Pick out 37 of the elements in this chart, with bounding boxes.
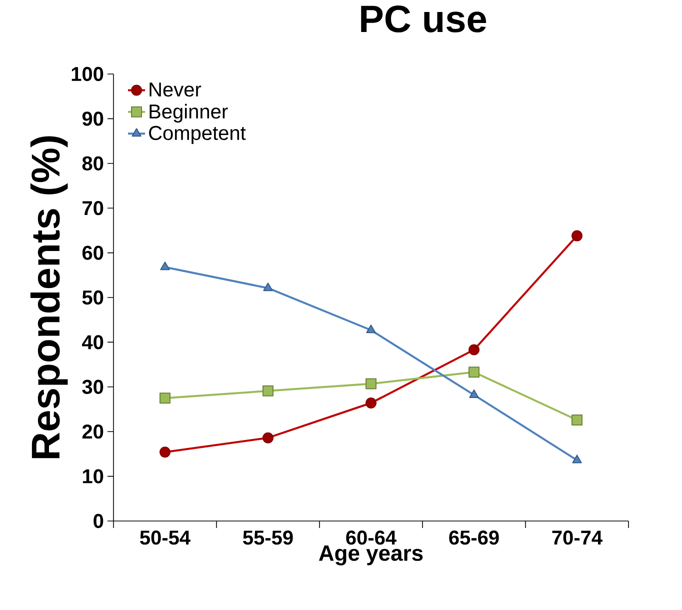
y-tick-label: 60 bbox=[82, 246, 104, 260]
point bbox=[572, 414, 583, 426]
point bbox=[572, 230, 583, 242]
point bbox=[160, 446, 171, 458]
y-tick-label: 100 bbox=[72, 66, 104, 82]
x-axis-title: Age years bbox=[318, 546, 423, 566]
point bbox=[469, 389, 479, 398]
x-tick-label: 50-54 bbox=[140, 530, 190, 545]
point bbox=[468, 344, 480, 356]
legend-label: Competent bbox=[149, 126, 246, 144]
y-tick-label: 90 bbox=[82, 112, 104, 126]
x-tick-label: 60-64 bbox=[346, 530, 396, 545]
y-tick-label: 70 bbox=[82, 201, 104, 216]
x-tick-label: 65-69 bbox=[449, 530, 499, 545]
legend-label: Beginner bbox=[150, 104, 228, 123]
y-tick-label: 40 bbox=[82, 335, 104, 350]
y-axis-title: Respondents (%) bbox=[30, 136, 68, 458]
y-tick-label: 20 bbox=[82, 424, 104, 439]
y-tick-label: 50 bbox=[82, 290, 104, 305]
y-tick-label: 0 bbox=[94, 514, 104, 528]
y-tick-label: 80 bbox=[82, 156, 104, 170]
point bbox=[366, 378, 377, 390]
point bbox=[366, 397, 377, 408]
point bbox=[468, 366, 480, 378]
y-tick-label: 10 bbox=[82, 469, 104, 484]
point bbox=[262, 432, 274, 444]
point bbox=[263, 282, 273, 292]
x-tick-label: 55-59 bbox=[243, 530, 293, 545]
y-tick-label: 30 bbox=[82, 380, 104, 394]
point bbox=[160, 392, 171, 404]
point bbox=[262, 385, 274, 396]
legend-label: Never bbox=[150, 82, 202, 97]
point bbox=[160, 262, 170, 270]
point bbox=[366, 324, 376, 334]
chart-title: PC use bbox=[361, 6, 486, 32]
x-tick-label: 70-74 bbox=[552, 530, 602, 545]
point bbox=[572, 454, 582, 464]
